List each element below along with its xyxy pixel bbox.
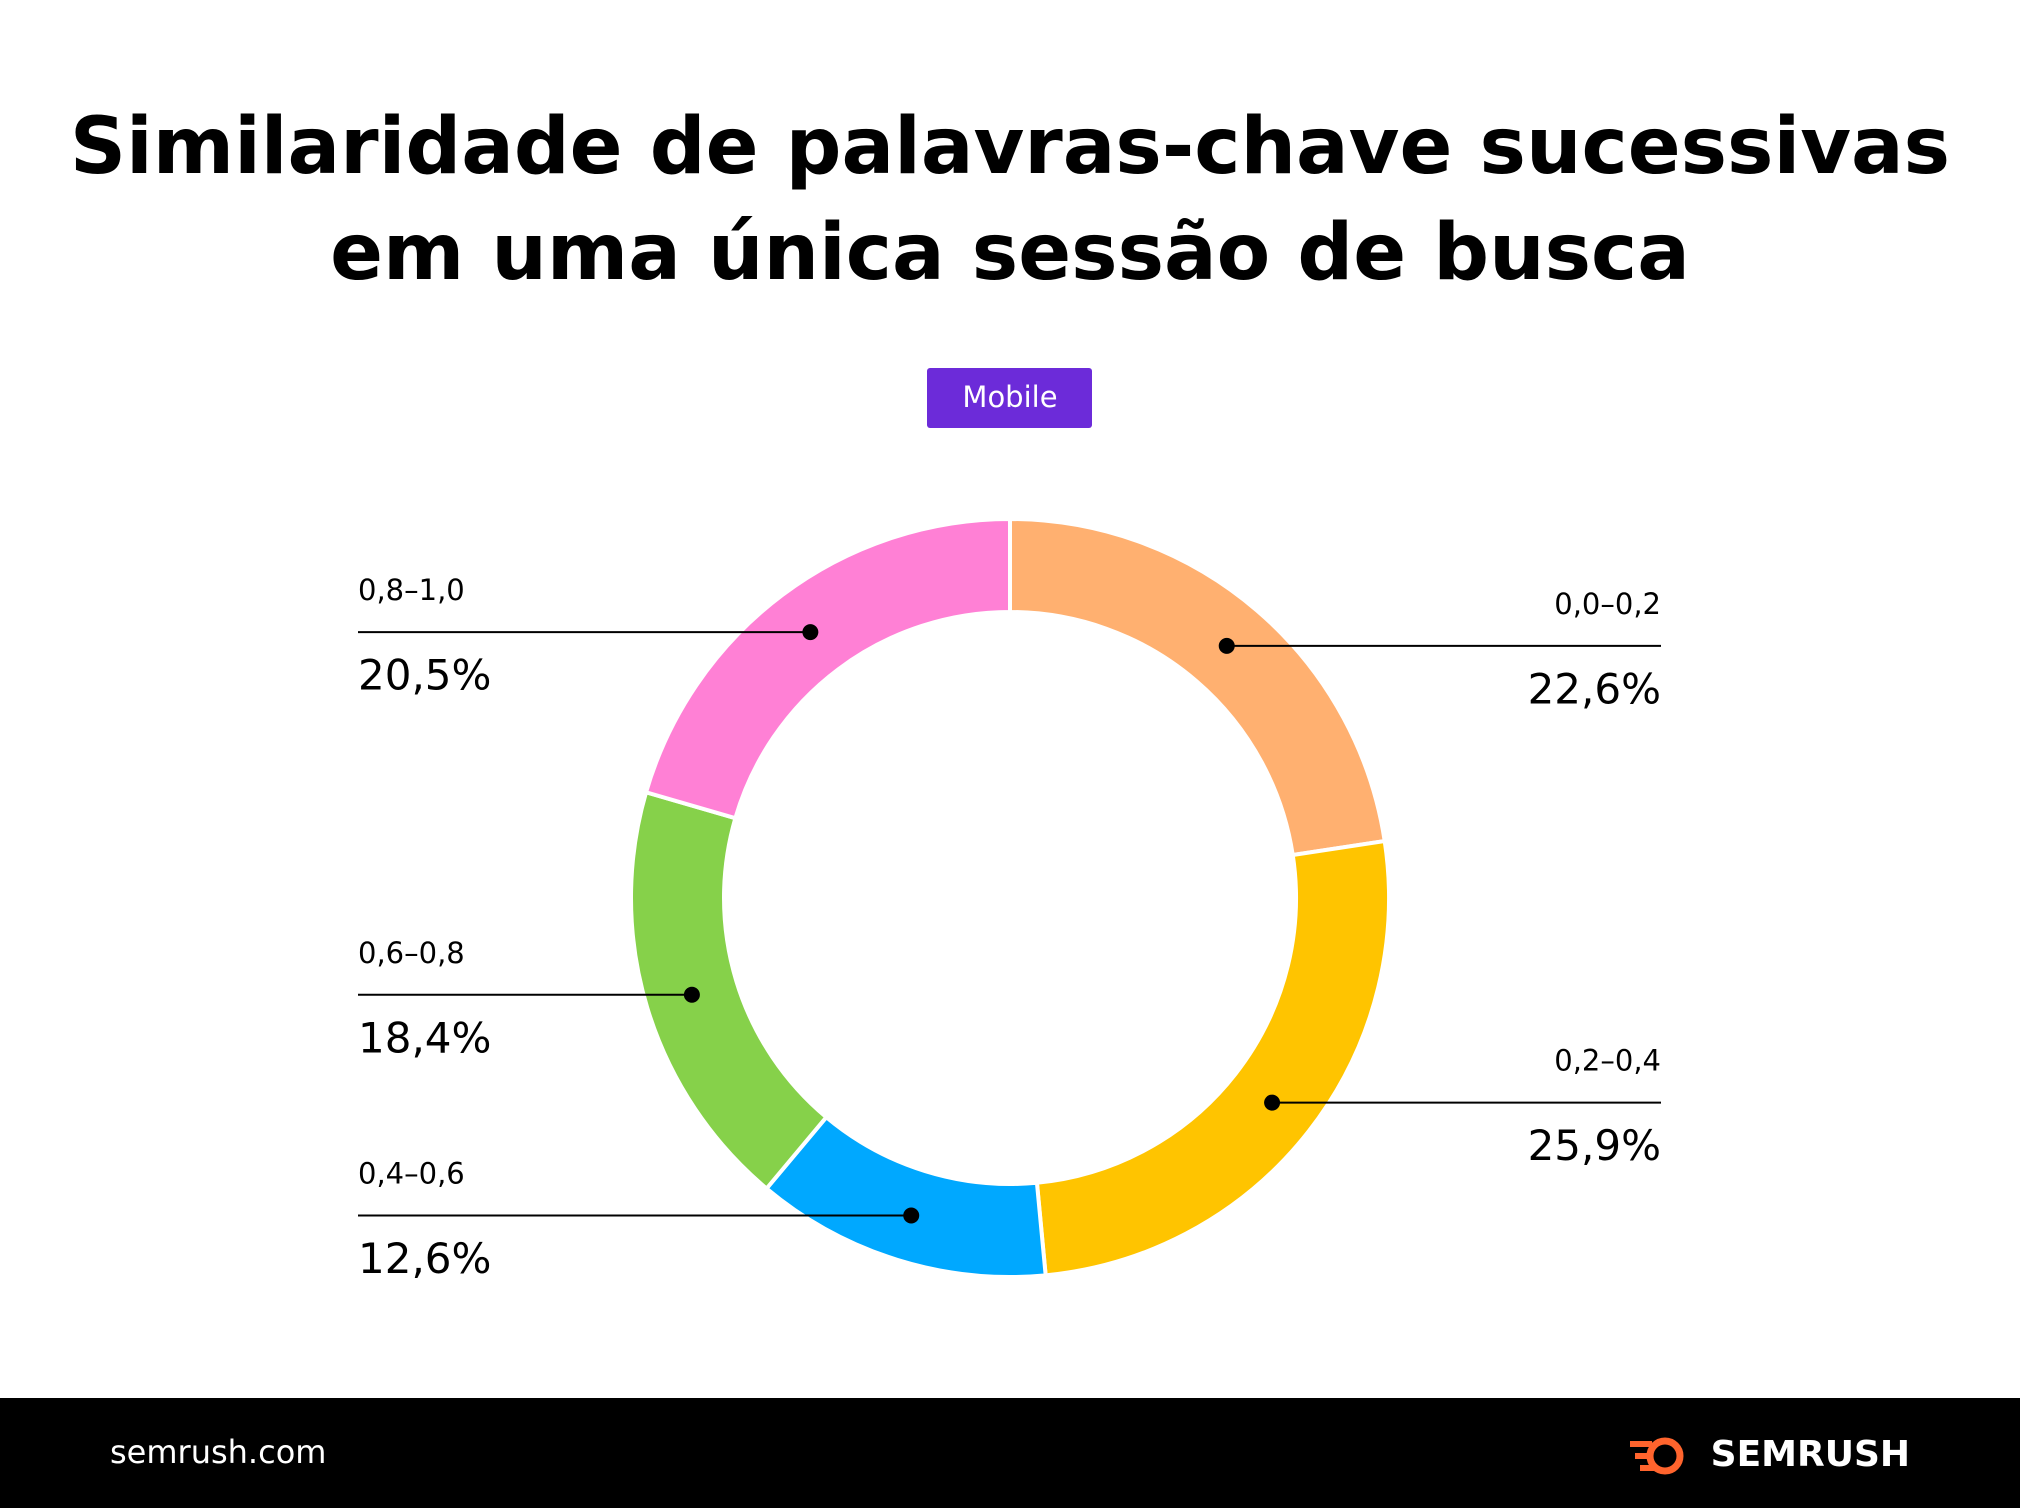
category-label: 0,6–0,8	[358, 936, 465, 970]
footer-bar	[0, 1398, 2020, 1508]
chart-title: Similaridade de palavras-chave sucessiva…	[70, 102, 1950, 298]
value-label: 22,6%	[1528, 664, 1661, 713]
value-label: 25,9%	[1528, 1121, 1661, 1170]
donut-segment	[629, 789, 830, 1192]
value-label: 18,4%	[358, 1013, 491, 1062]
leader-dot	[683, 986, 700, 1003]
category-label: 0,4–0,6	[358, 1156, 465, 1190]
footer-brand: SEMRUSH	[1711, 1434, 1910, 1475]
donut-segment	[1008, 516, 1387, 858]
leader-dot	[1218, 637, 1235, 654]
badge-box	[927, 368, 1092, 428]
donut-segment	[643, 516, 1012, 821]
category-label: 0,2–0,4	[1554, 1044, 1661, 1078]
leader-dot	[1264, 1094, 1281, 1111]
brand-logo	[1630, 1437, 1684, 1475]
leader-dot	[802, 624, 819, 641]
leader-dot	[903, 1207, 920, 1224]
value-label: 12,6%	[358, 1234, 491, 1283]
footer-site: semrush.com	[110, 1433, 326, 1471]
badge: Mobile	[962, 380, 1057, 414]
value-label: 20,5%	[358, 651, 491, 700]
category-label: 0,8–1,0	[358, 573, 465, 607]
donut-segment	[1034, 838, 1391, 1278]
category-label: 0,0–0,2	[1554, 587, 1661, 621]
